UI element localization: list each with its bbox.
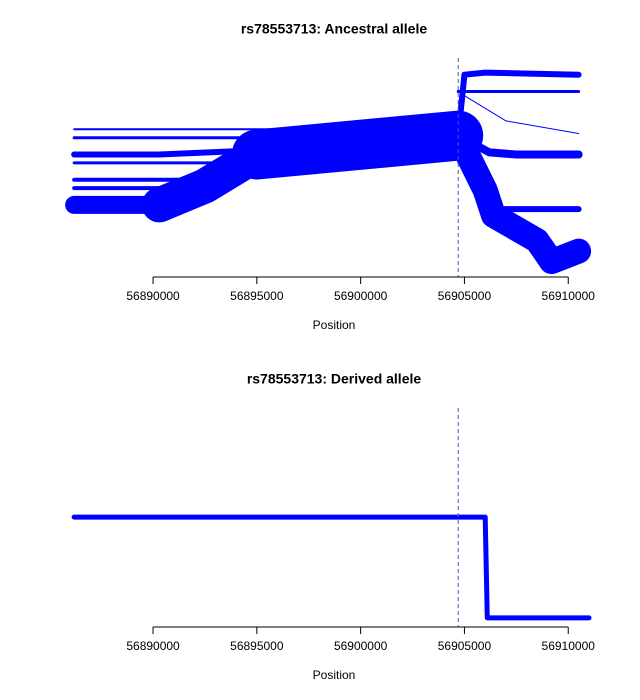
x-tick-label: 56895000 bbox=[230, 289, 284, 303]
chart-title: rs78553713: Derived allele bbox=[247, 371, 422, 387]
x-tick-label: 56905000 bbox=[438, 289, 492, 303]
x-tick-label: 56900000 bbox=[334, 289, 388, 303]
x-tick-label: 56890000 bbox=[126, 289, 180, 303]
branch bbox=[455, 69, 582, 139]
chart-title: rs78553713: Ancestral allele bbox=[241, 21, 427, 37]
chart-panel: rs78553713: Ancestral allele 56890000 5689… bbox=[65, 21, 596, 332]
x-tick-label: 56905000 bbox=[438, 639, 492, 653]
x-tick-label: 56890000 bbox=[126, 639, 180, 653]
x-tick-label: 56910000 bbox=[542, 289, 596, 303]
x-tick-label: 56895000 bbox=[230, 639, 284, 653]
branch bbox=[445, 123, 592, 275]
branch bbox=[71, 514, 592, 621]
x-tick-label: 56910000 bbox=[542, 639, 596, 653]
x-axis-label: Position bbox=[313, 318, 356, 332]
branch bbox=[231, 110, 484, 180]
x-tick-label: 56900000 bbox=[334, 639, 388, 653]
branch bbox=[141, 137, 275, 223]
branch bbox=[463, 95, 580, 134]
branch bbox=[71, 147, 260, 158]
x-axis-label: Position bbox=[313, 668, 356, 682]
chart-panel: rs78553713: Derived allele 56890000 568950… bbox=[71, 371, 596, 682]
